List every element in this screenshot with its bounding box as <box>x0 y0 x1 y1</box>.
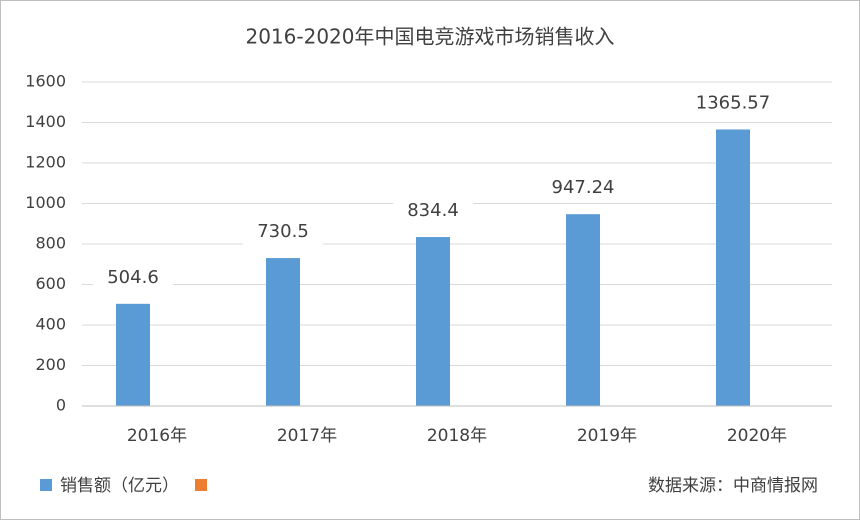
legend-swatch <box>40 479 52 491</box>
data-label: 834.4 <box>407 200 459 221</box>
x-tick-label: 2017年 <box>277 426 337 446</box>
bar <box>566 214 600 406</box>
data-label-bg <box>243 219 323 246</box>
x-tick-label: 2016年 <box>127 426 187 446</box>
data-label: 730.5 <box>257 221 309 242</box>
y-tick-label: 800 <box>35 234 66 253</box>
legend-label: 销售额（亿元） <box>60 476 179 496</box>
data-label: 1365.57 <box>696 92 770 113</box>
data-label-bg <box>543 175 623 202</box>
data-label-bg <box>693 90 773 117</box>
y-tick-label: 1600 <box>25 72 66 91</box>
y-tick-label: 1000 <box>25 193 66 212</box>
bar <box>116 303 150 406</box>
y-tick-label: 1200 <box>25 153 66 172</box>
data-label-bg <box>93 264 173 291</box>
x-tick-label: 2018年 <box>427 426 487 446</box>
data-label: 504.6 <box>107 267 159 288</box>
data-label-bg <box>393 198 473 225</box>
y-tick-label: 1400 <box>25 112 66 131</box>
bar <box>416 237 450 406</box>
y-tick-label: 600 <box>35 274 66 293</box>
bar <box>716 129 750 406</box>
source-note: 数据来源：中商情报网 <box>648 476 818 496</box>
y-tick-label: 0 <box>56 396 66 415</box>
y-tick-label: 400 <box>35 315 66 334</box>
data-label: 947.24 <box>552 177 615 198</box>
y-tick-label: 200 <box>35 355 66 374</box>
chart-title: 2016-2020年中国电竞游戏市场销售收入 <box>245 25 614 49</box>
x-tick-label: 2020年 <box>727 426 787 446</box>
x-tick-label: 2019年 <box>577 426 637 446</box>
legend-swatch <box>195 479 207 491</box>
bar <box>266 258 300 406</box>
